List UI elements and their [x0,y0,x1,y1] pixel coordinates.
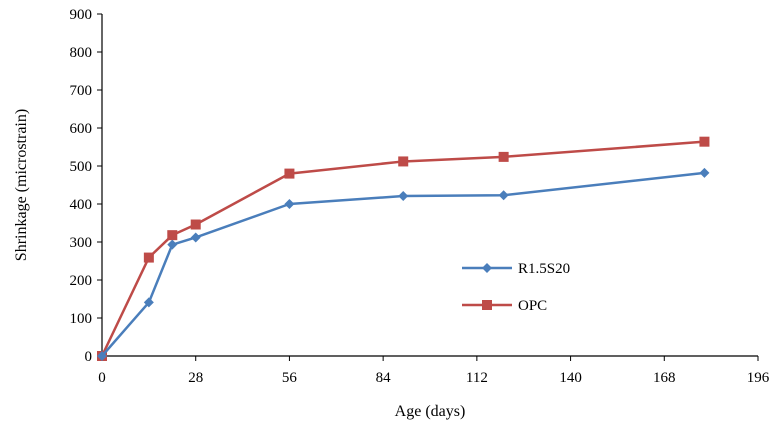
x-tick-label: 0 [98,370,106,386]
legend-label: R1.5S20 [518,261,570,277]
legend: R1.5S20 OPC [462,261,570,314]
series-r1-5s20 [97,167,710,361]
data-point [143,297,154,308]
data-point [97,351,107,361]
axes: 0 100 200 300 400 500 600 700 800 900 0 28 56 84 112 14… [70,7,770,386]
data-point [284,168,295,179]
x-tick-label: 140 [559,370,582,386]
data-point [143,252,154,263]
x-axis-title: Age (days) [395,403,466,420]
y-tick-label: 0 [85,349,93,365]
series-opc [97,136,710,361]
data-point [398,191,409,202]
legend-label: OPC [518,298,547,314]
y-tick-label: 100 [70,311,93,327]
x-tick-label: 168 [653,370,676,386]
y-tick-label: 500 [70,159,93,175]
data-point [167,230,178,241]
data-point [699,167,710,178]
y-tick-label: 700 [70,83,93,99]
y-tick-label: 800 [70,45,93,61]
y-tick-label: 400 [70,197,93,213]
x-tick-label: 56 [282,370,298,386]
legend-item: R1.5S20 [462,261,570,277]
data-point [498,190,509,201]
data-point [498,151,509,162]
data-point [190,219,201,230]
y-tick-label: 900 [70,7,93,23]
x-tick-label: 112 [466,370,488,386]
data-point [167,239,178,250]
y-tick-label: 600 [70,121,93,137]
data-point [190,232,201,243]
series-line [100,140,705,357]
series-line [101,171,705,357]
x-tick-label: 28 [188,370,203,386]
data-point [284,199,295,209]
data-point [699,136,710,147]
legend-marker [482,263,492,273]
legend-marker [482,300,492,310]
y-tick-label: 300 [70,235,93,251]
y-tick-label: 200 [70,273,93,289]
x-tick-label: 84 [376,370,392,386]
data-point [398,156,409,167]
legend-item: OPC [462,298,547,314]
x-tick-label: 196 [747,370,770,386]
y-axis-title: Shrinkage (microstrain) [13,109,30,261]
series-layer [97,136,710,361]
